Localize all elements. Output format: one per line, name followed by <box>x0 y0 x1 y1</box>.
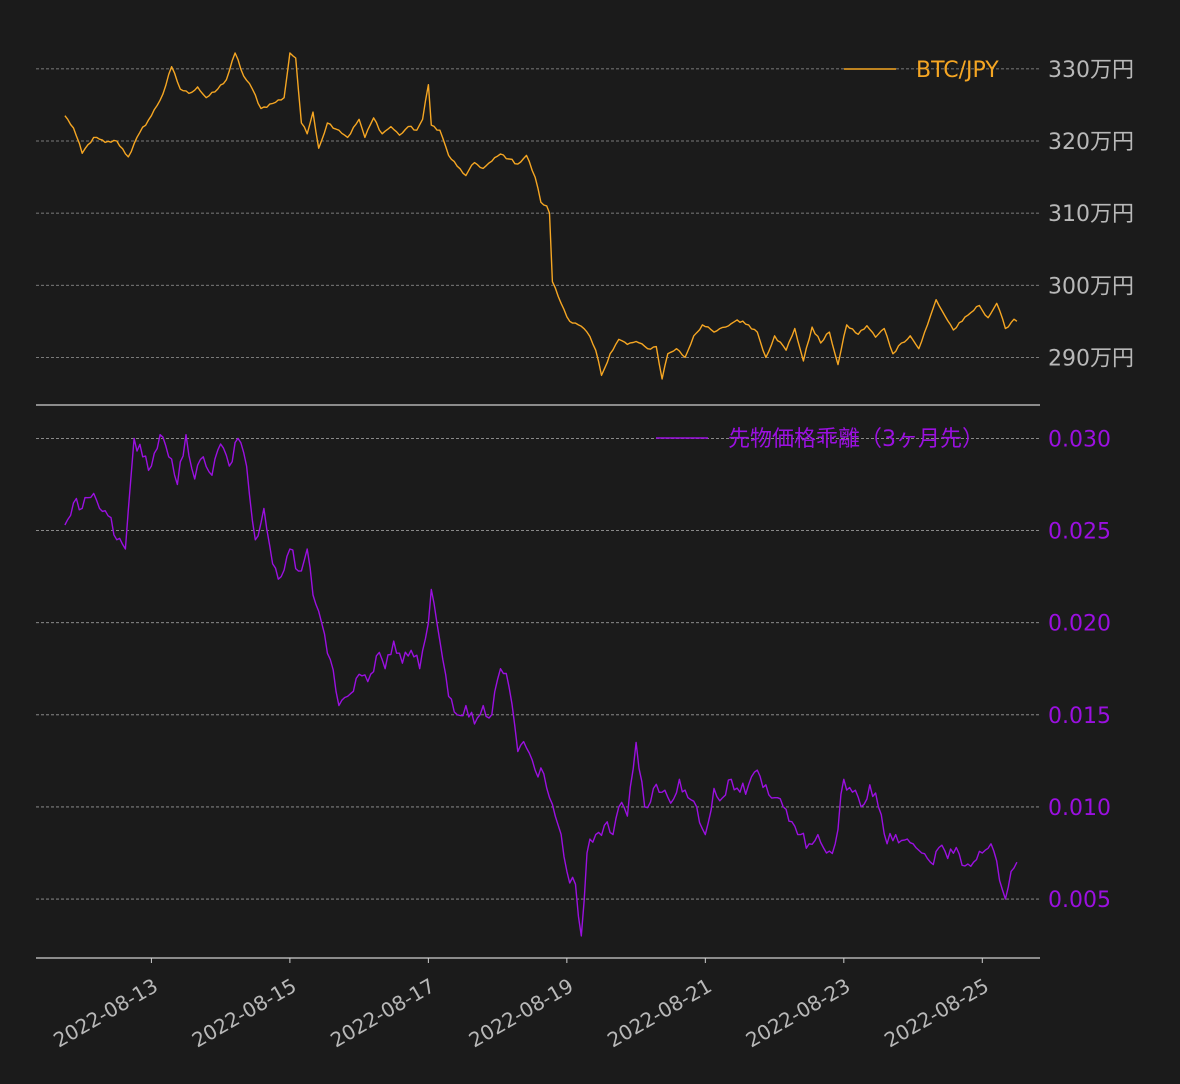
basis-y-tick-label: 0.030 <box>1048 427 1111 452</box>
basis-legend-label: 先物価格乖離（3ヶ月先） <box>728 427 984 452</box>
btc-price-panel: 290万円 300万円 310万円 320万円 330万円 BTC/JPY <box>36 52 1134 406</box>
btc-y-tick-label: 290万円 <box>1048 346 1134 371</box>
btc-y-tick-label: 300万円 <box>1048 274 1134 299</box>
btc-y-tick-label: 310万円 <box>1048 202 1134 227</box>
basis-y-tick-label: 0.025 <box>1048 520 1111 545</box>
basis-series-line <box>64 434 1018 937</box>
basis-y-tick-label: 0.005 <box>1048 888 1111 913</box>
btc-y-tick-label: 330万円 <box>1048 58 1134 83</box>
basis-y-tick-label: 0.020 <box>1048 612 1111 637</box>
btc-series-line <box>64 52 1018 380</box>
btc-y-tick-label: 320万円 <box>1048 130 1134 155</box>
basis-y-tick-label: 0.010 <box>1048 796 1111 821</box>
btc-legend-label: BTC/JPY <box>916 58 999 83</box>
basis-y-tick-label: 0.015 <box>1048 704 1111 729</box>
futures-basis-panel: 0.005 0.010 0.015 0.020 0.025 0.030 先物価格乖離（3ヶ月… <box>36 427 1111 959</box>
